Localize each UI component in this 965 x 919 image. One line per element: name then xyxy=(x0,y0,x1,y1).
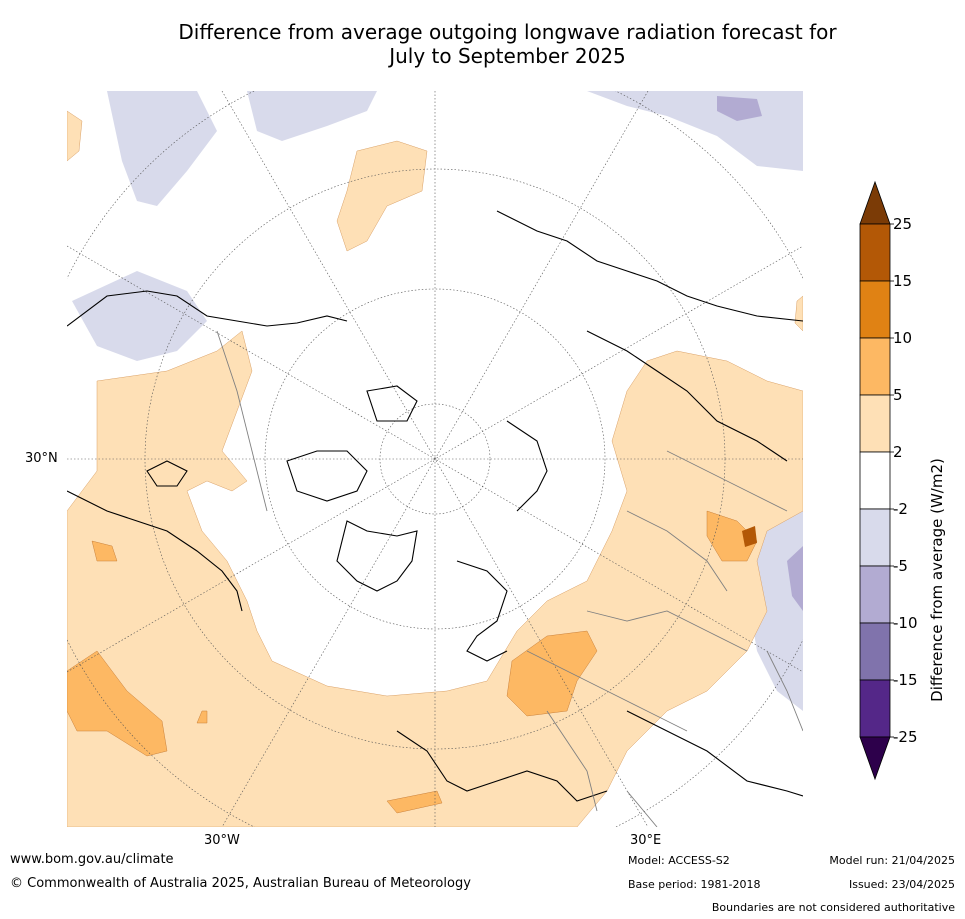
copyright-text: © Commonwealth of Australia 2025, Austra… xyxy=(10,876,471,891)
base-period-text: Base period: 1981-2018 xyxy=(628,878,761,891)
colorbar-band xyxy=(859,280,891,339)
colorbar-tick-label: -10 xyxy=(893,614,918,632)
negative-anomaly-regions xyxy=(72,91,803,711)
colorbar-band xyxy=(859,451,891,510)
issued-text: Issued: 23/04/2025 xyxy=(848,878,955,891)
colorbar-tick-label: -15 xyxy=(893,671,918,689)
moderate-negative-anomaly xyxy=(717,96,803,611)
lat-label-30n: 30°N xyxy=(25,451,58,466)
disclaimer-text: Boundaries are not considered authoritat… xyxy=(711,901,955,914)
colorbar-legend: 25 15 10 5 2 -2 -5 -10 -15 -25 Difference from av… xyxy=(859,180,946,781)
colorbar-tick-label: 10 xyxy=(893,329,912,347)
colorbar-extend-bottom xyxy=(859,736,891,781)
lon-label-30e: 30°E xyxy=(630,833,662,848)
country-borders xyxy=(216,330,803,827)
colorbar-band xyxy=(859,223,891,282)
positive-anomaly-regions xyxy=(67,110,803,827)
colorbar-band xyxy=(859,622,891,681)
colorbar-band xyxy=(859,337,891,396)
very-strong-positive-anomaly xyxy=(742,526,757,547)
colorbar-tick-label: 2 xyxy=(893,443,903,461)
map-title: Difference from average outgoing longwav… xyxy=(0,20,965,68)
lon-label-30w: 30°W xyxy=(204,833,240,848)
colorbar-tick-label: -5 xyxy=(893,557,908,575)
colorbar-tick-label: -2 xyxy=(893,500,908,518)
title-line-1: Difference from average outgoing longwav… xyxy=(178,20,837,44)
graticule xyxy=(67,91,803,827)
colorbar-label: Difference from average (W/m2) xyxy=(928,458,946,702)
colorbar-tick-label: 5 xyxy=(893,386,903,404)
colorbar-extend-top xyxy=(859,180,891,225)
colorbar-band xyxy=(859,565,891,624)
colorbar-tick-label: 25 xyxy=(893,215,912,233)
colorbar-swatches xyxy=(859,180,891,781)
coastlines xyxy=(67,210,803,802)
website-link[interactable]: www.bom.gov.au/climate xyxy=(10,852,174,867)
colorbar-band xyxy=(859,679,891,738)
colorbar-ticks: 25 15 10 5 2 -2 -5 -10 -15 -25 xyxy=(890,215,918,746)
model-text: Model: ACCESS-S2 xyxy=(628,854,730,867)
colorbar-band xyxy=(859,394,891,453)
colorbar-tick-label: -25 xyxy=(893,728,918,746)
colorbar-band xyxy=(859,508,891,567)
polar-map xyxy=(67,91,803,827)
colorbar-tick-label: 15 xyxy=(893,272,912,290)
title-line-2: July to September 2025 xyxy=(389,44,626,68)
model-run-text: Model run: 21/04/2025 xyxy=(829,854,955,867)
